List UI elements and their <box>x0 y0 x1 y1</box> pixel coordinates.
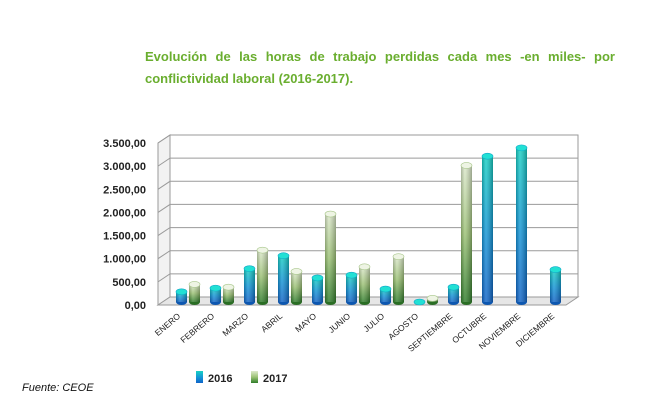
legend-swatch-2016 <box>196 371 203 383</box>
bar-shade <box>516 147 527 302</box>
bar-top <box>447 283 460 291</box>
bar-shade <box>380 289 391 302</box>
bar-2017-agosto <box>426 294 439 305</box>
bar-2016-julio <box>379 285 392 305</box>
bar-2017-febrero <box>222 283 235 305</box>
side-wall <box>157 134 171 306</box>
legend-swatch-2017 <box>251 371 258 383</box>
bar-top <box>413 298 426 306</box>
bar-shade <box>278 255 289 302</box>
bar-shade <box>482 156 493 302</box>
bar-top <box>188 281 201 288</box>
bar-top <box>426 294 439 302</box>
y-tick-label: 500,00 <box>112 277 146 289</box>
bar-2016-octubre <box>481 152 494 305</box>
x-tick-label: MARZO <box>220 311 250 339</box>
y-tick-label: 1.500,00 <box>103 231 146 243</box>
legend-label-2017: 2017 <box>263 373 287 385</box>
bar-shade <box>223 287 234 302</box>
bar-2017-enero <box>188 281 201 305</box>
bar-shade <box>244 268 255 302</box>
bar-top <box>222 283 235 291</box>
y-tick-label: 1.000,00 <box>103 254 146 266</box>
bar-shade <box>346 275 357 302</box>
y-tick-label: 3.000,00 <box>103 161 146 173</box>
y-tick-label: 0,00 <box>125 300 146 312</box>
bar-top <box>277 252 290 260</box>
bar-2016-mayo <box>311 274 324 305</box>
bar-top <box>290 268 303 275</box>
y-tick-label: 3.500,00 <box>103 138 146 150</box>
bar-top <box>392 253 405 260</box>
gridline <box>157 134 578 144</box>
bar-top <box>358 263 371 271</box>
bar-shade <box>210 288 221 302</box>
bar-top <box>481 152 494 160</box>
bar-2016-abril <box>277 252 290 305</box>
bar-top <box>311 274 324 282</box>
bar-2016-junio <box>345 271 358 305</box>
bar-2016-diciembre <box>549 266 562 305</box>
bar-top <box>175 288 188 296</box>
bar-shade <box>189 284 200 302</box>
bar-2017-mayo <box>324 210 337 305</box>
bar-top <box>379 285 392 293</box>
bar-shade <box>393 256 404 302</box>
gridline <box>157 273 578 283</box>
bar-top <box>345 271 358 279</box>
chart-title: Evolución de las horas de trabajo perdid… <box>145 49 615 86</box>
x-tick-label: ENERO <box>153 311 183 338</box>
bar-shade <box>550 269 561 302</box>
bar-2017-marzo <box>256 246 269 305</box>
bar-shade <box>312 277 323 302</box>
x-tick-label: JUNIO <box>326 311 352 335</box>
x-tick-label: MAYO <box>293 311 318 335</box>
legend-label-2016: 2016 <box>208 373 232 385</box>
bar-shade <box>257 250 268 302</box>
gridline <box>157 227 578 236</box>
bar-top <box>324 210 337 218</box>
gridline <box>157 157 578 167</box>
bar-top <box>515 144 528 152</box>
y-tick-label: 2.500,00 <box>103 184 146 196</box>
bar-top <box>243 265 256 272</box>
bar-2016-agosto <box>413 298 426 306</box>
bar-top <box>256 246 269 254</box>
bar-2016-febrero <box>209 284 222 305</box>
bar-shade <box>176 291 187 302</box>
source-note: Fuente: CEOE <box>22 382 94 394</box>
bar-shade <box>461 165 472 302</box>
bar-top <box>209 284 222 292</box>
bar-top <box>549 266 562 273</box>
legend: 2016 2017 <box>196 371 287 385</box>
bar-2017-abril <box>290 268 303 305</box>
x-tick-label: FEBRERO <box>178 311 216 345</box>
gridline <box>157 180 578 190</box>
bar-shade <box>291 271 302 302</box>
bar-2016-marzo <box>243 265 256 305</box>
gridline <box>157 250 578 260</box>
bar-2017-junio <box>358 263 371 305</box>
gridline <box>157 203 578 213</box>
bar-2016-noviembre <box>515 144 528 305</box>
bar-top <box>460 162 473 169</box>
bar-shade <box>325 214 336 302</box>
bar-2016-enero <box>175 288 188 305</box>
bar-2016-septiembre <box>447 283 460 305</box>
x-tick-label: JULIO <box>361 311 386 334</box>
bar-shade <box>359 266 370 302</box>
bar-2017-julio <box>392 253 405 305</box>
x-tick-label: ABRIL <box>259 311 284 335</box>
bar-2017-septiembre <box>460 162 473 305</box>
bar-shade <box>448 287 459 302</box>
y-tick-label: 2.000,00 <box>103 207 146 219</box>
